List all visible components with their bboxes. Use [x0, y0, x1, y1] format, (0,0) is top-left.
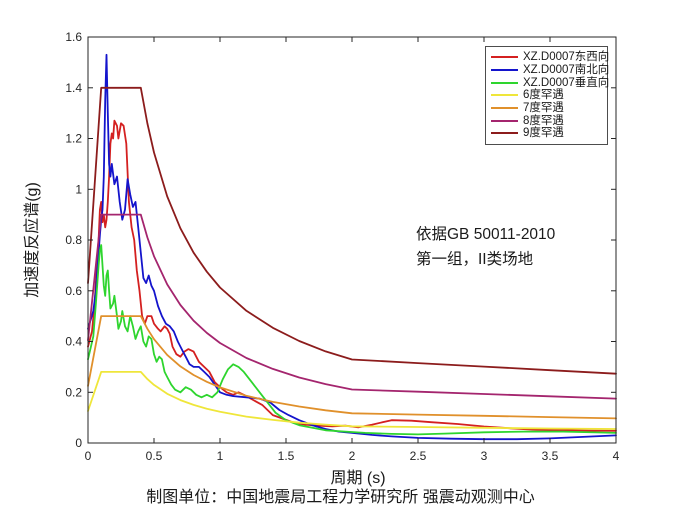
- y-tick-label: 0.6: [65, 284, 82, 298]
- series-line-6: [87, 86, 617, 375]
- legend-label: 6度罕遇: [523, 89, 564, 102]
- y-axis-label: 加速度反应谱(g): [24, 182, 41, 298]
- x-tick-label: 0: [85, 449, 92, 463]
- x-tick-label: 0.5: [146, 449, 163, 463]
- legend-label: XZ.D0007东西向: [523, 51, 610, 64]
- legend-item-0: XZ.D0007东西向: [491, 51, 609, 64]
- x-tick-label: 4: [613, 449, 620, 463]
- legend: XZ.D0007东西向 XZ.D0007南北向 XZ.D0007垂直向 6度罕遇 7度罕…: [485, 46, 609, 145]
- legend-item-5: 8度罕遇: [491, 114, 602, 127]
- legend-line-sample: [491, 119, 518, 122]
- x-tick-label: 1.5: [278, 449, 295, 463]
- legend-item-4: 7度罕遇: [491, 102, 602, 115]
- legend-label: XZ.D0007南北向: [523, 64, 610, 77]
- legend-line-sample: [491, 56, 518, 59]
- series-line-2: [87, 244, 617, 436]
- figure-caption: 制图单位：中国地震局工程力学研究所 强震动观测中心: [146, 489, 535, 506]
- x-tick-label: 3: [481, 449, 488, 463]
- legend-line-sample: [491, 132, 518, 135]
- series-line-3: [87, 370, 617, 430]
- legend-label: 8度罕遇: [523, 114, 564, 127]
- x-tick-label: 3.5: [542, 449, 559, 463]
- y-tick-label: 0.8: [65, 233, 82, 247]
- annotation-line-2: 第一组，II类场地: [416, 251, 534, 268]
- legend-label: 9度罕遇: [523, 127, 564, 140]
- legend-line-sample: [491, 107, 518, 110]
- y-tick-label: 0: [75, 436, 82, 450]
- legend-line-sample: [491, 69, 518, 72]
- y-tick-label: 0.4: [65, 335, 82, 349]
- legend-label: XZ.D0007垂直向: [523, 76, 610, 89]
- annotation-line-1: 依据GB 50011-2010: [416, 226, 556, 243]
- y-tick-label: 1.6: [65, 30, 82, 44]
- series-line-4: [87, 315, 617, 420]
- series-line-1: [87, 53, 617, 441]
- legend-item-3: 6度罕遇: [491, 89, 602, 102]
- legend-line-sample: [491, 94, 518, 97]
- legend-item-1: XZ.D0007南北向: [491, 64, 609, 77]
- annotation-text: 依据GB 50011-2010 第一组，II类场地: [416, 222, 555, 272]
- x-tick-label: 1: [217, 449, 224, 463]
- series-line-5: [87, 213, 617, 400]
- x-tick-label: 2.5: [410, 449, 427, 463]
- legend-item-6: 9度罕遇: [491, 127, 602, 140]
- legend-line-sample: [491, 81, 518, 84]
- series-line-0: [87, 119, 617, 432]
- legend-label: 7度罕遇: [523, 102, 564, 115]
- y-tick-label: 1.4: [65, 81, 82, 95]
- x-tick-label: 2: [349, 449, 356, 463]
- y-tick-label: 0.2: [65, 385, 82, 399]
- x-axis-label: 周期 (s): [330, 470, 386, 487]
- legend-item-2: XZ.D0007垂直向: [491, 76, 609, 89]
- y-tick-label: 1.2: [65, 132, 82, 146]
- y-tick-label: 1: [75, 182, 82, 196]
